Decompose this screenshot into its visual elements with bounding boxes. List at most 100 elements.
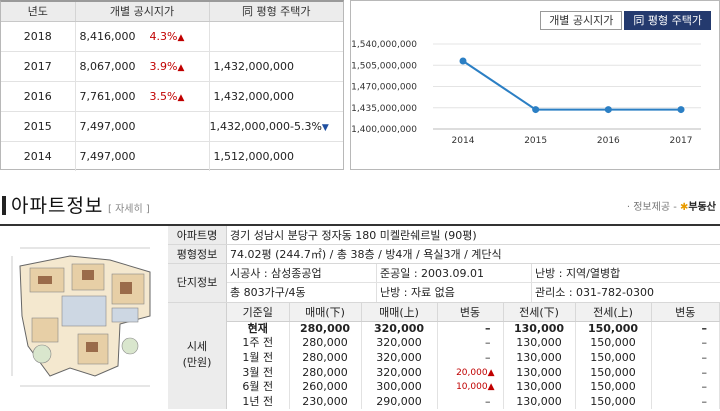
house-price-cell [209, 21, 343, 52]
buy-low-cell: 280,000 [289, 336, 362, 351]
builder-value: 시공사 : 삼성종공업 [227, 264, 377, 282]
header-buy-low: 매매(下) [289, 303, 362, 322]
info-row-name: 아파트명 경기 성남시 분당구 정자동 180 미켈란쉐르빌 (90평) [168, 226, 720, 245]
households-value: 총 803가구/4동 [227, 283, 377, 302]
provider-logo[interactable]: 부동산 [688, 202, 716, 213]
market-price-table: 기준일 매매(下) 매매(上) 변동 전세(下) 전세(上) 변동 현재 280… [227, 303, 720, 409]
provider-credit: · 정보제공 - ✱부동산 [627, 198, 716, 213]
price-history-panel: 년도 개별 공시지가 同 평형 주택가 2018 8,416,000 4.3%▲ … [0, 0, 344, 171]
land-price-cell: 7,497,000 [79, 119, 136, 133]
market-price-label-line1: 시세 [186, 340, 208, 353]
data-point [459, 57, 467, 65]
header-year: 년도 [1, 2, 76, 22]
rent-low-cell: 130,000 [503, 379, 576, 395]
completion-date-value: 준공일 : 2003.09.01 [377, 264, 532, 282]
header-rent-change: 변동 [651, 303, 720, 322]
house-price-cell: 1,432,000,000-5.3% [209, 119, 322, 133]
rent-low-cell: 130,000 [503, 350, 576, 366]
apartment-name-label: 아파트명 [168, 226, 227, 244]
buy-low-cell: 280,000 [289, 350, 362, 366]
year-cell: 2016 [1, 81, 76, 112]
buy-high-cell: 290,000 [361, 394, 438, 409]
title-bar-marker [2, 196, 6, 215]
change-percent: 3.9% [149, 59, 178, 73]
market-price-label: 시세 (만원) [168, 303, 227, 409]
header-buy-change: 변동 [437, 303, 504, 322]
rent-high-cell: 150,000 [575, 321, 652, 337]
apartment-info: 아파트명 경기 성남시 분당구 정자동 180 미켈란쉐르빌 (90평) 평형정… [0, 224, 720, 409]
x-tick-label: 2014 [452, 136, 475, 146]
date-cell: 3월 전 [227, 365, 290, 380]
rent-change-cell: – [651, 350, 720, 366]
up-arrow-icon: ▲ [177, 62, 185, 73]
table-row: 1주 전 280,000 320,000 – 130,000 150,000 – [227, 336, 720, 351]
price-line-chart: 1,540,000,000 1,505,000,000 1,470,000,000 1… [351, 40, 701, 146]
buy-high-cell: 320,000 [361, 321, 438, 337]
date-cell: 6월 전 [227, 379, 290, 395]
buy-high-cell: 320,000 [361, 336, 438, 351]
tab-land-price[interactable]: 개별 공시지가 [540, 11, 623, 30]
change-percent: 4.3% [149, 29, 178, 43]
house-price-cell: 1,432,000,000 [209, 51, 343, 82]
data-point [532, 106, 540, 114]
tab-house-price[interactable]: 同 평형 주택가 [624, 11, 711, 30]
detail-link[interactable]: [ 자세히 ] [108, 204, 150, 215]
info-row-complex: 단지정보 시공사 : 삼성종공업 준공일 : 2003.09.01 난방 : 지… [168, 264, 720, 303]
y-tick-label: 1,505,000,000 [351, 61, 417, 71]
rent-high-cell: 150,000 [575, 379, 652, 395]
rent-high-cell: 150,000 [575, 365, 652, 380]
table-row: 2014 7,497,000 1,512,000,000 [1, 141, 343, 171]
down-arrow-icon: ▼ [321, 122, 329, 133]
table-row: 6월 전 260,000 300,000 10,000▲ 130,000 150… [227, 379, 720, 395]
table-row: 3월 전 280,000 320,000 20,000▲ 130,000 150… [227, 365, 720, 380]
table-row: 1월 전 280,000 320,000 – 130,000 150,000 – [227, 350, 720, 366]
provider-prefix: · 정보제공 - [626, 202, 677, 213]
buy-change-cell: – [437, 321, 504, 337]
apartment-info-header: 아파트정보 [ 자세히 ] · 정보제공 - ✱부동산 [0, 186, 720, 222]
parking-value: 난방 : 자료 없음 [377, 283, 532, 302]
table-row: 1년 전 230,000 290,000 – 130,000 150,000 – [227, 394, 720, 409]
floor-plan-image[interactable] [0, 226, 168, 408]
house-price-cell: 1,432,000,000 [209, 81, 343, 112]
rent-change-cell: – [651, 379, 720, 395]
floor-plan-icon [0, 226, 168, 408]
header-house-price: 同 평형 주택가 [209, 2, 343, 22]
size-label: 평형정보 [168, 245, 227, 263]
rent-change-cell: – [651, 336, 720, 351]
buy-low-cell: 260,000 [289, 379, 362, 395]
rent-change-cell: – [651, 365, 720, 380]
rent-high-cell: 150,000 [575, 394, 652, 409]
buy-low-cell: 280,000 [289, 321, 362, 337]
header-land-price: 개별 공시지가 [75, 2, 210, 22]
land-price-cell: 7,497,000 [79, 149, 136, 163]
buy-change-cell: – [437, 336, 504, 351]
buy-change-cell: – [437, 394, 504, 409]
change-percent: 3.5% [149, 89, 178, 103]
land-price-cell: 8,416,000 [79, 29, 136, 43]
market-price-label-line2: (만원) [182, 356, 212, 369]
price-history-table: 년도 개별 공시지가 同 평형 주택가 2018 8,416,000 4.3%▲ … [1, 2, 343, 171]
header-rent-low: 전세(下) [503, 303, 576, 322]
rent-low-cell: 130,000 [503, 336, 576, 351]
table-row: 2018 8,416,000 4.3%▲ [1, 21, 343, 52]
complex-label: 단지정보 [168, 264, 227, 302]
data-point [677, 106, 685, 114]
rent-high-cell: 150,000 [575, 350, 652, 366]
data-point [604, 106, 612, 114]
apartment-name-value: 경기 성남시 분당구 정자동 180 미켈란쉐르빌 (90평) [230, 229, 477, 242]
x-tick-label: 2017 [670, 136, 693, 146]
heating-value: 난방 : 지역/열병합 [535, 267, 621, 280]
date-cell: 1월 전 [227, 350, 290, 366]
buy-high-cell: 300,000 [361, 379, 438, 395]
buy-high-cell: 320,000 [361, 365, 438, 380]
y-tick-label: 1,470,000,000 [351, 83, 417, 93]
size-value: 74.02평 (244.7㎡) / 총 38층 / 방4개 / 욕실3개 / 계… [230, 248, 502, 261]
rent-high-cell: 150,000 [575, 336, 652, 351]
year-cell: 2017 [1, 51, 76, 82]
rent-low-cell: 130,000 [503, 365, 576, 380]
table-row: 2017 8,067,000 3.9%▲ 1,432,000,000 [1, 51, 343, 82]
management-office-value: 관리소 : 031-782-0300 [535, 286, 654, 299]
header-rent-high: 전세(上) [575, 303, 652, 322]
buy-change-cell: 20,000▲ [437, 365, 504, 380]
land-price-cell: 8,067,000 [79, 59, 136, 73]
